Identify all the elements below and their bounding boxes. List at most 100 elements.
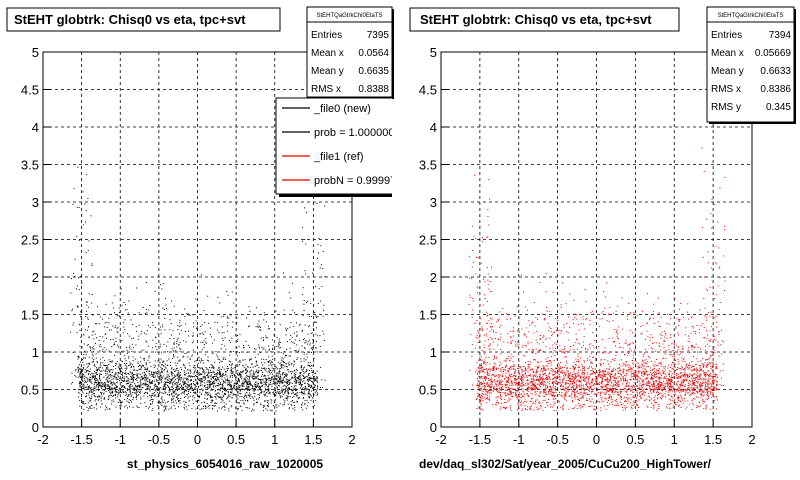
data-point [577,374,579,376]
data-point [509,384,511,386]
data-point [230,365,232,367]
data-point [198,396,200,398]
data-point [307,374,309,376]
data-point [586,398,588,400]
data-point [613,375,615,377]
data-point [98,323,100,325]
data-point [91,391,93,393]
data-point [677,395,679,397]
data-point [126,400,128,402]
data-point [602,352,604,354]
data-point [623,387,625,389]
data-point [190,380,192,381]
data-point [664,388,666,389]
data-point [585,393,587,395]
data-point [553,401,555,403]
data-point [158,401,160,403]
data-point [324,205,326,207]
data-point [256,377,258,379]
data-point [248,390,250,391]
data-point [251,410,252,412]
data-point [103,397,105,399]
data-point [261,390,263,392]
data-point [267,375,269,377]
data-point [214,403,216,404]
data-point [93,390,95,392]
data-point [570,372,571,374]
data-point [128,399,130,401]
data-point [91,407,93,409]
data-point [555,386,556,388]
data-point [509,368,511,370]
data-point [269,348,270,350]
data-point [137,361,139,363]
data-point [81,310,82,312]
data-point [163,375,165,377]
data-point [293,365,294,367]
data-point [112,399,114,401]
data-point [572,377,574,379]
data-point [271,400,273,402]
data-point [650,317,652,319]
data-point [157,373,159,375]
data-point [200,367,202,369]
data-point [196,327,198,329]
data-point [198,374,200,376]
data-point [278,344,280,346]
data-point [87,378,89,380]
data-point [227,381,229,383]
data-point [206,381,208,383]
data-point [700,378,702,379]
data-point [114,375,116,377]
data-point [252,397,254,399]
data-point [572,391,574,393]
data-point [254,385,256,387]
data-point [248,381,250,382]
x-tick-label: 1 [271,432,278,447]
data-point [235,375,237,377]
data-point [132,392,134,393]
data-point [129,406,130,408]
data-point [113,344,115,346]
data-point [183,377,185,379]
data-point [512,382,514,384]
data-point [186,386,188,388]
data-point [264,314,266,316]
data-point [189,375,191,377]
data-point [658,394,659,395]
data-point [610,361,612,363]
data-point [204,397,206,399]
data-point [165,392,167,394]
data-point [230,387,232,389]
data-point [166,405,168,407]
data-point [175,389,177,391]
data-point [265,389,267,391]
data-point [304,342,306,344]
data-point [215,386,217,388]
data-point [205,367,207,368]
data-point [290,404,292,406]
data-point [268,383,270,385]
data-point [268,392,270,394]
data-point [552,378,553,380]
data-point [292,377,294,379]
data-point [167,376,169,378]
data-point [642,393,644,395]
data-point [470,334,472,336]
data-point [87,370,89,372]
data-point [162,392,164,394]
data-point [210,383,211,385]
data-point [535,379,537,381]
data-point [582,341,584,343]
data-point [670,378,672,380]
data-point [307,379,309,381]
data-point [276,375,278,377]
data-point [654,395,656,397]
data-point [129,371,131,373]
data-point [190,379,192,381]
data-point [188,362,190,364]
data-point [104,322,106,324]
data-point [140,382,142,384]
data-point [627,344,629,346]
data-point [129,389,131,391]
